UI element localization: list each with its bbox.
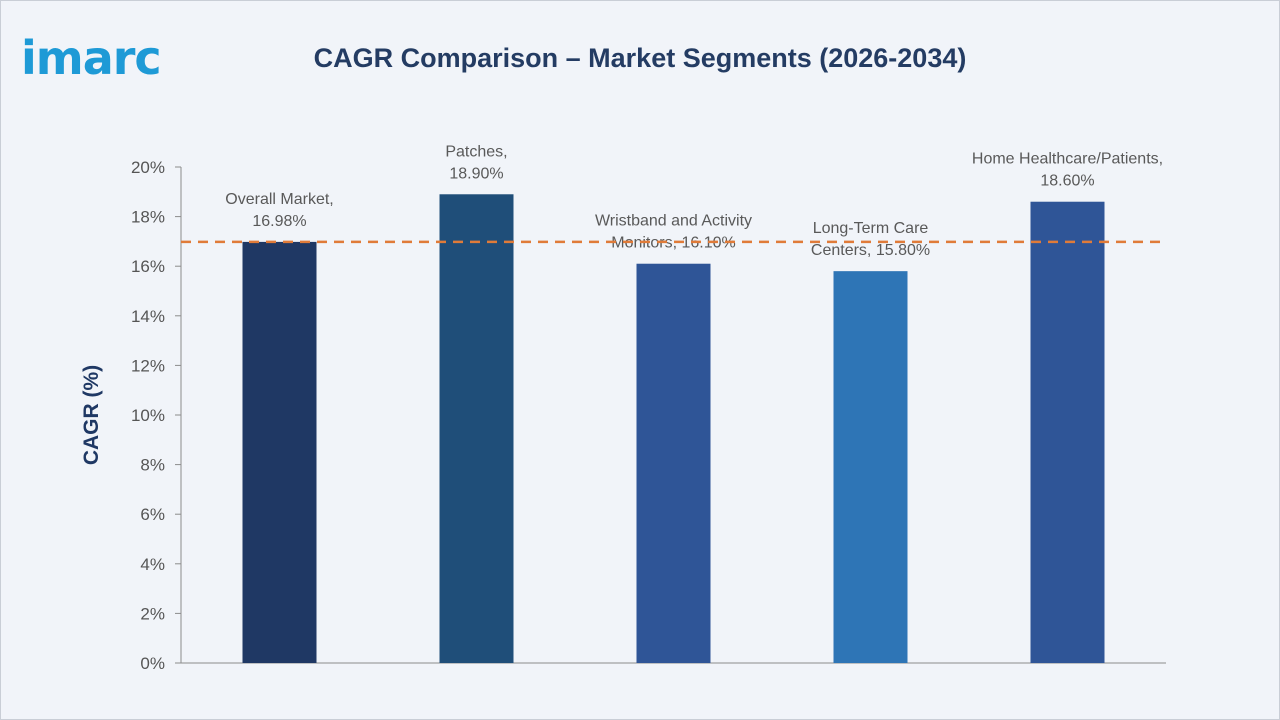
data-label: Wristband and Activity	[595, 213, 752, 230]
data-label: Home Healthcare/Patients,	[972, 151, 1163, 168]
brand-logo: imarc	[21, 31, 162, 85]
y-tick-label: 10%	[131, 406, 165, 425]
y-axis-label: CAGR (%)	[80, 365, 103, 465]
y-tick-label: 18%	[131, 208, 165, 227]
data-label: Monitors, 16.10%	[611, 235, 736, 252]
y-tick-label: 6%	[140, 505, 165, 524]
bar	[636, 263, 711, 663]
y-tick-label: 12%	[131, 356, 165, 375]
y-tick-label: 2%	[140, 604, 165, 623]
data-label: Centers, 15.80%	[811, 242, 930, 259]
bar	[242, 241, 317, 663]
y-tick-label: 8%	[140, 456, 165, 475]
bar	[1030, 201, 1105, 663]
data-label: Patches,	[445, 143, 507, 160]
bar	[439, 194, 514, 663]
y-tick-label: 4%	[140, 555, 165, 574]
data-label: 18.60%	[1040, 173, 1094, 190]
bar	[833, 271, 908, 663]
y-tick-label: 14%	[131, 307, 165, 326]
data-label: Overall Market,	[225, 191, 333, 208]
y-tick-label: 20%	[131, 158, 165, 177]
chart-title: CAGR Comparison – Market Segments (2026-…	[313, 43, 967, 73]
data-label: 16.98%	[252, 213, 306, 230]
y-tick-label: 0%	[140, 654, 165, 673]
data-label: 18.90%	[449, 165, 503, 182]
y-tick-label: 16%	[131, 257, 165, 276]
data-label: Long-Term Care	[813, 220, 929, 237]
